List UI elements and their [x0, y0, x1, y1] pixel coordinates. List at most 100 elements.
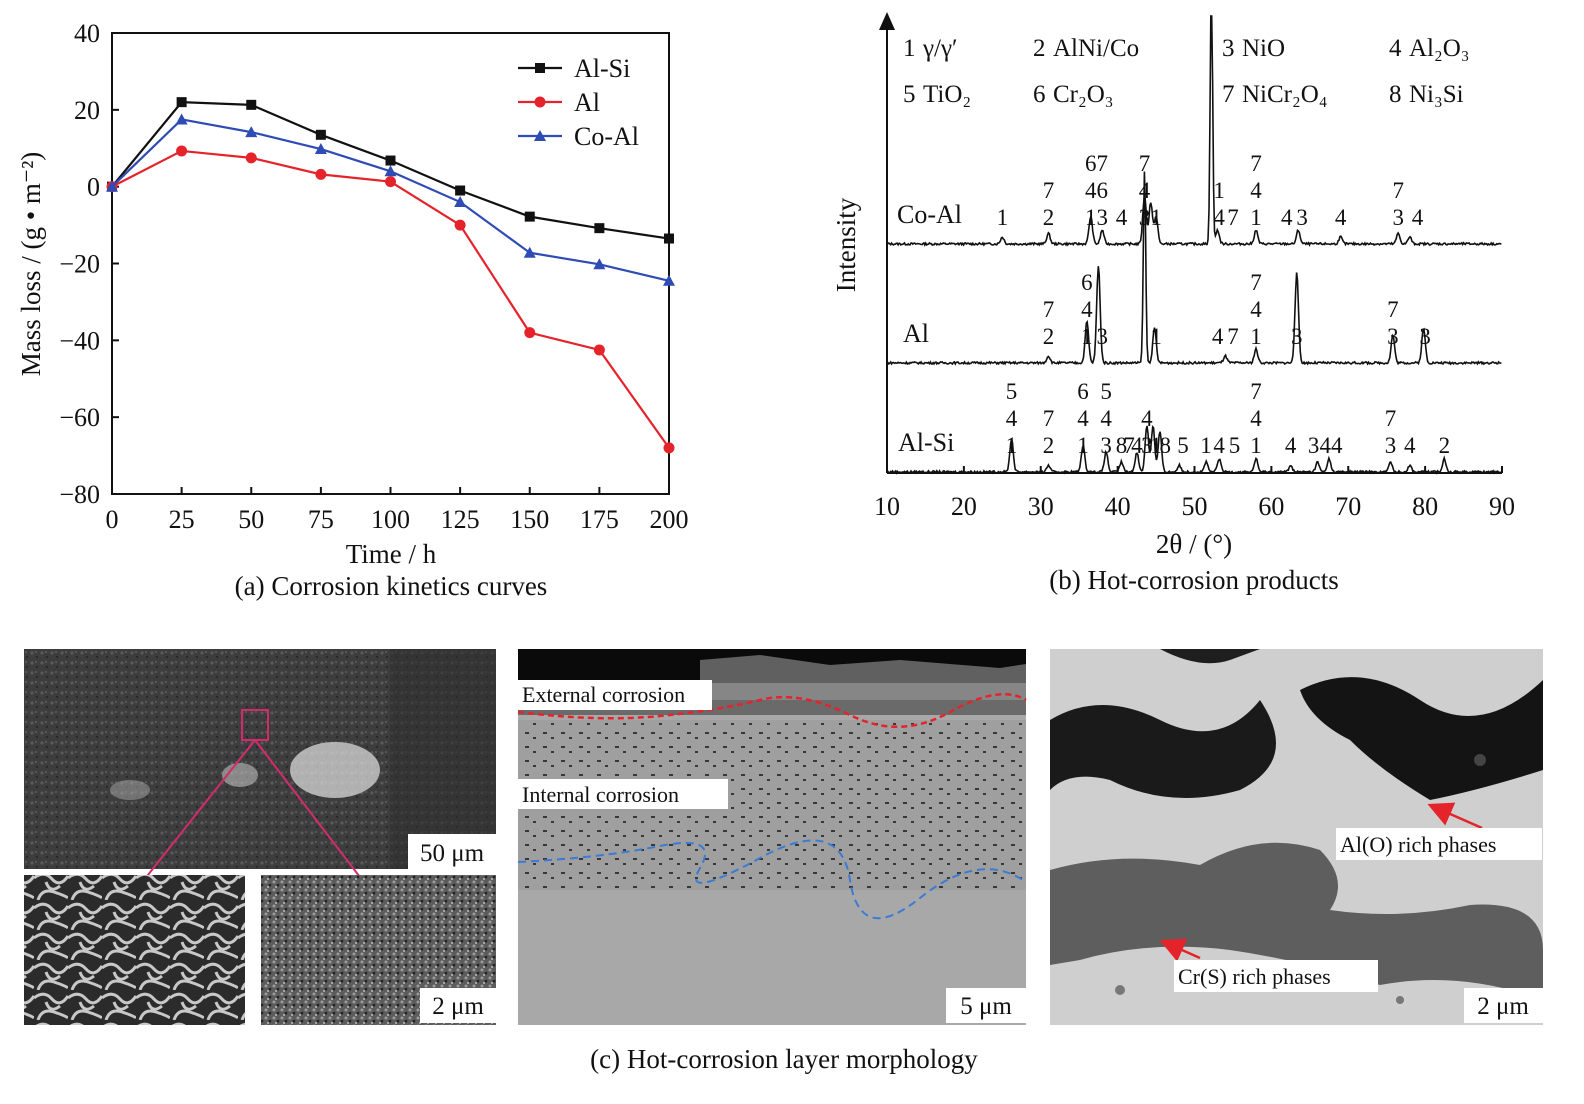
y-tick-label: 0 [87, 173, 100, 202]
xrd-trace-al [886, 171, 1502, 366]
peak-label: 3 [1100, 433, 1112, 458]
peak-label: 4 [1213, 433, 1225, 458]
data-point [385, 155, 396, 166]
data-point [524, 327, 536, 339]
peak-label: 7 [1250, 151, 1262, 176]
peak-label: 4 [1412, 205, 1424, 230]
peak-label: 2 [1043, 433, 1055, 458]
peak-label: 4 [1077, 406, 1089, 431]
peak-label: 1 [1150, 433, 1162, 458]
label-cr-rich-phases: Cr(S) rich phases [1178, 964, 1331, 989]
external-boundary-line [517, 692, 1027, 729]
peak-label: 2 [1043, 324, 1055, 349]
micrograph-panel: 50 μm 2 μm External corrosion Internal c… [24, 649, 1543, 1074]
peak-label: 6 [1085, 151, 1097, 176]
data-point [664, 233, 674, 244]
peak-label: 8 [1116, 433, 1128, 458]
legend-marker [534, 130, 546, 141]
peak-label: 4 [1250, 297, 1262, 322]
label-external-corrosion: External corrosion [522, 682, 685, 707]
phase-id: 6 [1033, 81, 1046, 108]
phase-id: 2 [1033, 35, 1046, 62]
xrd-chart: 10 20 30 40 50 60 70 80 90 1 γ/γ′ 2 AlNi/Co 3 NiO 4 Al₂… [831, 12, 1515, 595]
scale-bar-cross-section: 5 μm [960, 993, 1012, 1020]
peak-label: 7 [1227, 205, 1239, 230]
peak-label: 7 [1385, 406, 1397, 431]
peak-label: 3 [1291, 324, 1303, 349]
peak-label: 1 [1250, 324, 1262, 349]
phase-id: 7 [1222, 81, 1235, 108]
zoom-line-right [254, 739, 367, 886]
peak-label: 2 [1439, 433, 1451, 458]
peak-label: 4 [1141, 406, 1153, 431]
peak-label: 3 [1387, 324, 1399, 349]
data-point [594, 223, 605, 234]
arrow-al-phase [1427, 802, 1483, 830]
peak-label: 4 [1281, 205, 1293, 230]
peak-label: 4 [1006, 406, 1018, 431]
peak-label: 4 [1085, 178, 1097, 203]
peak-label: 1 [1150, 324, 1162, 349]
series-line-al [111, 149, 670, 449]
y-tick-label: 40 [74, 19, 100, 48]
kinetics-chart: 0 25 50 75 100 125 150 175 20040200−20−40−60−80 … [16, 19, 689, 601]
scale-bar-detail: 2 μm [1477, 993, 1529, 1020]
caption-b: (b) Hot-corrosion products [1049, 565, 1338, 595]
phase-id: 1 [903, 35, 916, 62]
peak-label: 6 [1077, 379, 1089, 404]
peak-label: 1 [1213, 178, 1225, 203]
peak-label: 1 [1150, 205, 1162, 230]
peak-label: 4 [1081, 297, 1093, 322]
peak-label: 3 [1392, 205, 1404, 230]
peak-label: 4 [1250, 178, 1262, 203]
phase-id: 3 [1222, 35, 1235, 62]
peak-label: 7 [1097, 151, 1109, 176]
x-tick-label: 90 [1489, 492, 1515, 521]
x-axis-label: 2θ / (°) [1156, 529, 1232, 559]
peak-label: 3 [1308, 433, 1320, 458]
x-tick-label: 150 [510, 505, 549, 534]
peak-label: 1 [1250, 433, 1262, 458]
data-point [454, 196, 467, 208]
phase-name: Cr₂O₃ [1053, 81, 1114, 108]
x-tick-label: 20 [951, 492, 977, 521]
peak-label: 1 [997, 205, 1009, 230]
legend-label: Co-Al [574, 122, 639, 151]
peak-label: 3 [1296, 205, 1308, 230]
peak-label: 1 [1085, 205, 1097, 230]
x-axis-label: Time / h [346, 539, 437, 569]
peak-label: 7 [1043, 178, 1055, 203]
data-point [245, 152, 257, 164]
caption-c: (c) Hot-corrosion layer morphology [590, 1044, 978, 1074]
peak-label: 1 [1081, 324, 1093, 349]
peak-label: 5 [1177, 433, 1189, 458]
trace-label: Al-Si [898, 428, 954, 457]
peak-label: 4 [1116, 205, 1128, 230]
data-point [315, 129, 326, 140]
peak-label: 7 [1227, 324, 1239, 349]
peak-label: 3 [1385, 433, 1397, 458]
detail-micrograph: Al(O) rich phases Cr(S) rich phases 2 μm [1050, 649, 1543, 1025]
x-tick-label: 60 [1258, 492, 1284, 521]
label-al-rich-phases: Al(O) rich phases [1340, 832, 1496, 857]
legend-marker [534, 96, 546, 108]
peak-label: 7 [1250, 270, 1262, 295]
data-point [663, 274, 675, 286]
phase-name: AlNi/Co [1053, 35, 1139, 62]
data-point [246, 99, 257, 110]
x-tick-label: 50 [238, 505, 264, 534]
x-tick-label: 200 [650, 505, 689, 534]
peak-label: 1 [1077, 433, 1089, 458]
data-point [593, 258, 606, 270]
peak-label: 7 [1392, 178, 1404, 203]
data-point [524, 211, 535, 222]
peak-label: 7 [1043, 297, 1055, 322]
y-tick-label: −80 [59, 480, 100, 509]
peak-label: 1 [1200, 433, 1212, 458]
data-point [385, 176, 396, 188]
caption-a: (a) Corrosion kinetics curves [235, 571, 548, 601]
data-point [314, 143, 327, 155]
phase-name: Ni₃Si [1409, 81, 1464, 108]
y-tick-label: −60 [59, 403, 100, 432]
